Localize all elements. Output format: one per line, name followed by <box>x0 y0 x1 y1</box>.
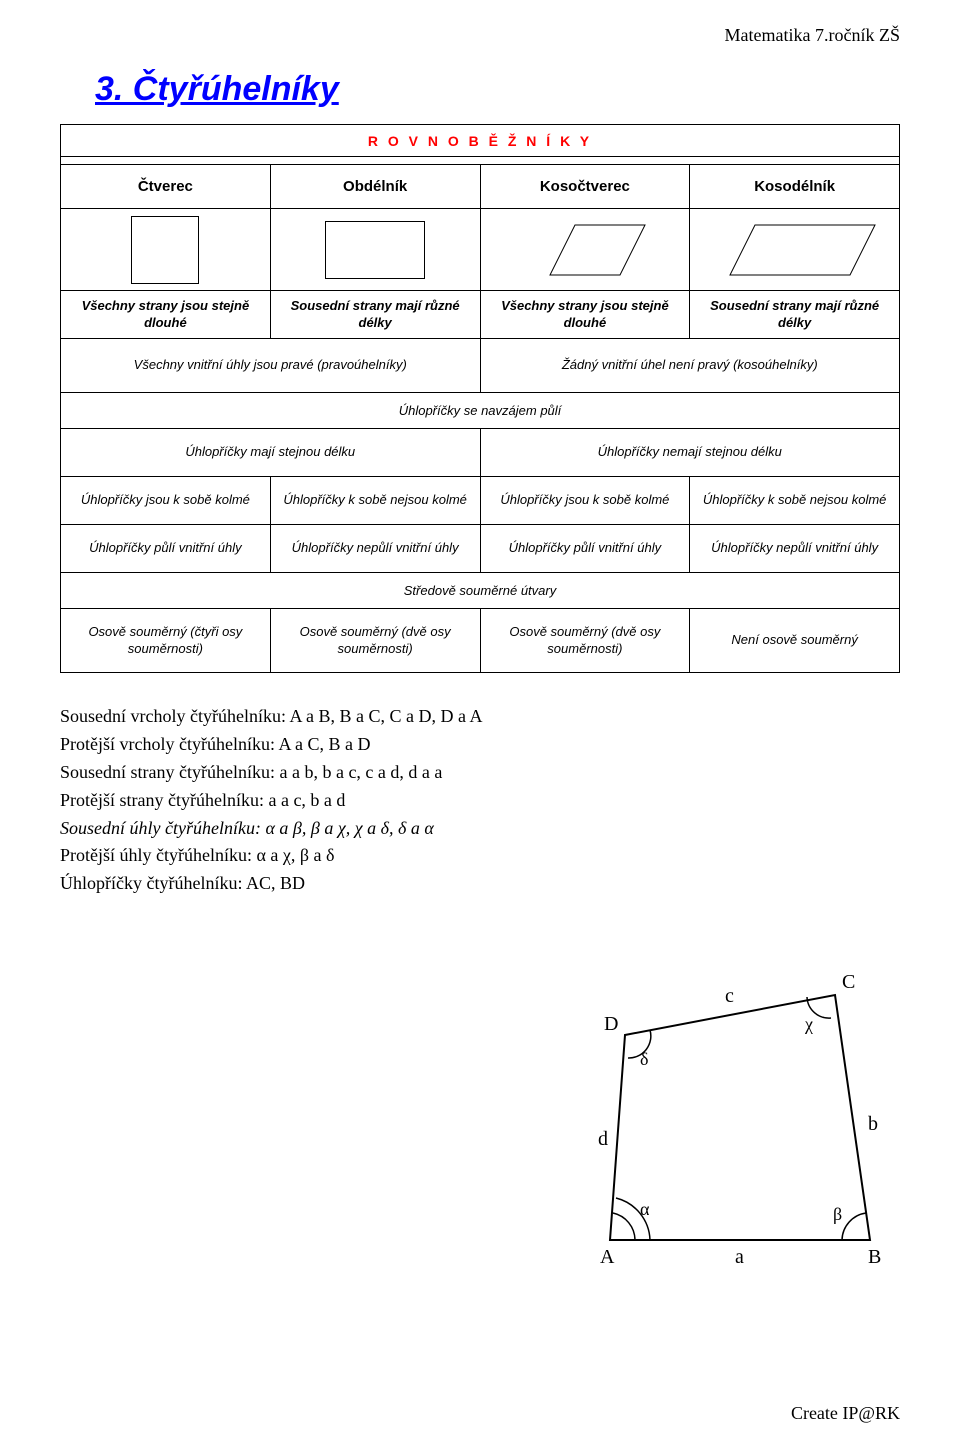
prop-diag-angle-3: Úhlopříčky nepůlí vnitřní úhly <box>690 525 900 573</box>
table-title: R O V N O B Ě Ž N Í K Y <box>61 125 900 157</box>
prop-diag-perp-2: Úhlopříčky jsou k sobě kolmé <box>480 477 690 525</box>
label-a: a <box>735 1246 744 1268</box>
prop-angles-pair-0: Všechny vnitřní úhly jsou pravé (pravoúh… <box>61 339 481 393</box>
label-chi: χ <box>804 1014 813 1034</box>
prop-diag-perp-1: Úhlopříčky k sobě nejsou kolmé <box>270 477 480 525</box>
prop-axis-sym-1: Osově souměrný (dvě osy souměrnosti) <box>270 609 480 673</box>
page-title: 3. Čtyřúhelníky <box>95 70 900 109</box>
label-B: B <box>868 1246 881 1268</box>
prop-diag-angle-2: Úhlopříčky půlí vnitřní úhly <box>480 525 690 573</box>
col-head-kosoctverec: Kosočtverec <box>480 165 690 209</box>
prop-diag-perp-0: Úhlopříčky jsou k sobě kolmé <box>61 477 271 525</box>
label-beta: β <box>833 1204 842 1224</box>
label-D: D <box>604 1013 618 1035</box>
prop-sides-1: Sousední strany mají různé délky <box>270 291 480 339</box>
prop-diag-perp-3: Úhlopříčky k sobě nejsou kolmé <box>690 477 900 525</box>
shape-rhombus <box>480 209 690 291</box>
label-C: C <box>842 971 855 993</box>
label-delta: δ <box>640 1049 648 1069</box>
def-line-3: Sousední strany čtyřúhelníku: a a b, b a… <box>60 759 900 787</box>
def-line-1: Sousední vrcholy čtyřúhelníku: A a B, B … <box>60 703 900 731</box>
shape-square <box>61 209 271 291</box>
def-line-7: Úhlopříčky čtyřúhelníku: AC, BD <box>60 870 900 898</box>
prop-sides-3: Sousední strany mají různé délky <box>690 291 900 339</box>
prop-diag-angle-1: Úhlopříčky nepůlí vnitřní úhly <box>270 525 480 573</box>
prop-point-sym: Středově souměrné útvary <box>61 573 900 609</box>
spacer <box>61 157 900 165</box>
label-d: d <box>598 1128 608 1150</box>
footer-label: Create IP@RK <box>791 1403 900 1424</box>
label-c: c <box>725 985 734 1007</box>
prop-axis-sym-2: Osově souměrný (dvě osy souměrnosti) <box>480 609 690 673</box>
def-line-2: Protější vrcholy čtyřúhelníku: A a C, B … <box>60 731 900 759</box>
header-label: Matematika 7.ročník ZŠ <box>725 25 900 46</box>
label-A: A <box>600 1246 615 1268</box>
prop-diag-len-1: Úhlopříčky nemají stejnou délku <box>480 429 900 477</box>
col-head-kosodelnik: Kosodélník <box>690 165 900 209</box>
page: Matematika 7.ročník ZŠ 3. Čtyřúhelníky R… <box>0 0 960 1449</box>
quadrilateral-figure: A B C D a b c d α β χ δ <box>590 970 900 1275</box>
prop-angles-pair-1: Žádný vnitřní úhel není pravý (kosoúheln… <box>480 339 900 393</box>
parallelogram-table: R O V N O B Ě Ž N Í K Y Čtverec Obdélník… <box>60 124 900 673</box>
prop-sides-0: Všechny strany jsou stejně dlouhé <box>61 291 271 339</box>
def-line-5: Sousední úhly čtyřúhelníku: α a β, β a χ… <box>60 815 900 843</box>
prop-diag-bisect: Úhlopříčky se navzájem půlí <box>61 393 900 429</box>
prop-axis-sym-3: Není osově souměrný <box>690 609 900 673</box>
shape-rhomboid <box>690 209 900 291</box>
label-b: b <box>868 1113 878 1135</box>
col-head-ctverec: Čtverec <box>61 165 271 209</box>
label-alpha: α <box>640 1199 650 1219</box>
col-head-obdelnik: Obdélník <box>270 165 480 209</box>
definitions-block: Sousední vrcholy čtyřúhelníku: A a B, B … <box>60 703 900 898</box>
prop-diag-len-0: Úhlopříčky mají stejnou délku <box>61 429 481 477</box>
def-line-6: Protější úhly čtyřúhelníku: α a χ, β a δ <box>60 842 900 870</box>
shape-rectangle <box>270 209 480 291</box>
prop-sides-2: Všechny strany jsou stejně dlouhé <box>480 291 690 339</box>
prop-axis-sym-0: Osově souměrný (čtyři osy souměrnosti) <box>61 609 271 673</box>
def-line-4: Protější strany čtyřúhelníku: a a c, b a… <box>60 787 900 815</box>
prop-diag-angle-0: Úhlopříčky půlí vnitřní úhly <box>61 525 271 573</box>
